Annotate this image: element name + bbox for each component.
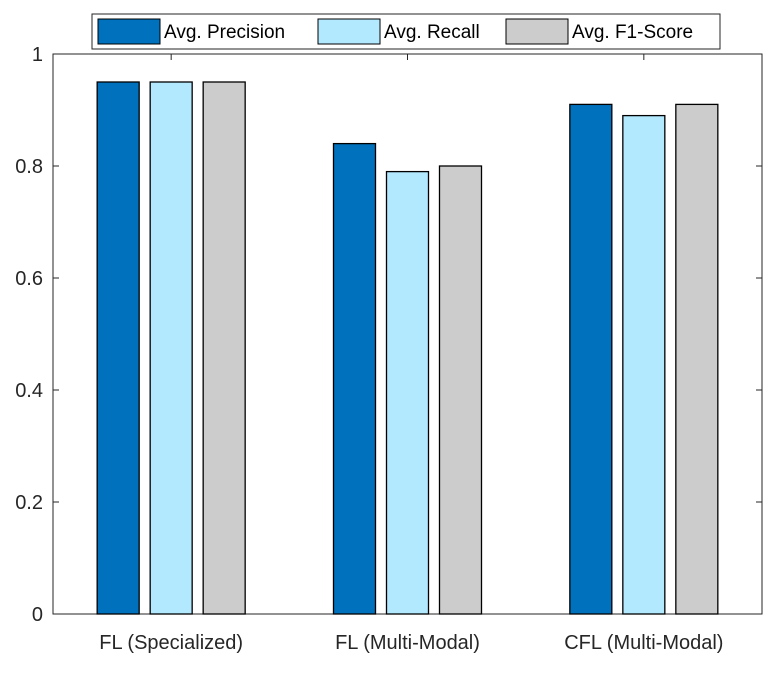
legend-box xyxy=(91,13,721,50)
bar-precision-3 xyxy=(569,103,613,615)
legend-label-recall: Avg. Recall xyxy=(384,22,480,43)
y-axis: 0 0.2 0.4 0.6 0.8 1 xyxy=(15,44,762,626)
x-tick-label: FL (Multi-Modal) xyxy=(335,632,480,654)
bar-f1-1 xyxy=(202,81,246,615)
legend-label-f1: Avg. F1-Score xyxy=(572,22,693,43)
y-tick-label: 0 xyxy=(32,604,43,626)
bar-f1-3 xyxy=(675,103,719,615)
bars xyxy=(96,81,719,615)
x-tick-label: CFL (Multi-Modal) xyxy=(564,632,723,654)
bar-f1-2 xyxy=(438,165,483,615)
y-tick-label: 1 xyxy=(32,44,43,66)
legend-swatch-recall xyxy=(317,18,381,45)
bar-recall-3 xyxy=(622,114,666,615)
x-tick-label: FL (Specialized) xyxy=(99,632,243,654)
legend-swatch-f1 xyxy=(505,18,569,45)
y-tick-label: 0.6 xyxy=(15,268,43,290)
legend: Avg. Precision Avg. Recall Avg. F1-Score xyxy=(91,13,721,50)
bar-recall-1 xyxy=(149,81,193,615)
bar-precision-1 xyxy=(96,81,140,615)
x-axis: FL (Specialized) FL (Multi-Modal) CFL (Mul… xyxy=(99,54,723,654)
legend-swatch-precision xyxy=(97,18,161,45)
legend-label-precision: Avg. Precision xyxy=(164,22,285,43)
bar-recall-2 xyxy=(385,170,430,615)
bar-precision-2 xyxy=(332,142,377,615)
y-tick-label: 0.2 xyxy=(15,492,43,514)
y-tick-label: 0.8 xyxy=(15,156,43,178)
y-tick-label: 0.4 xyxy=(15,380,43,402)
